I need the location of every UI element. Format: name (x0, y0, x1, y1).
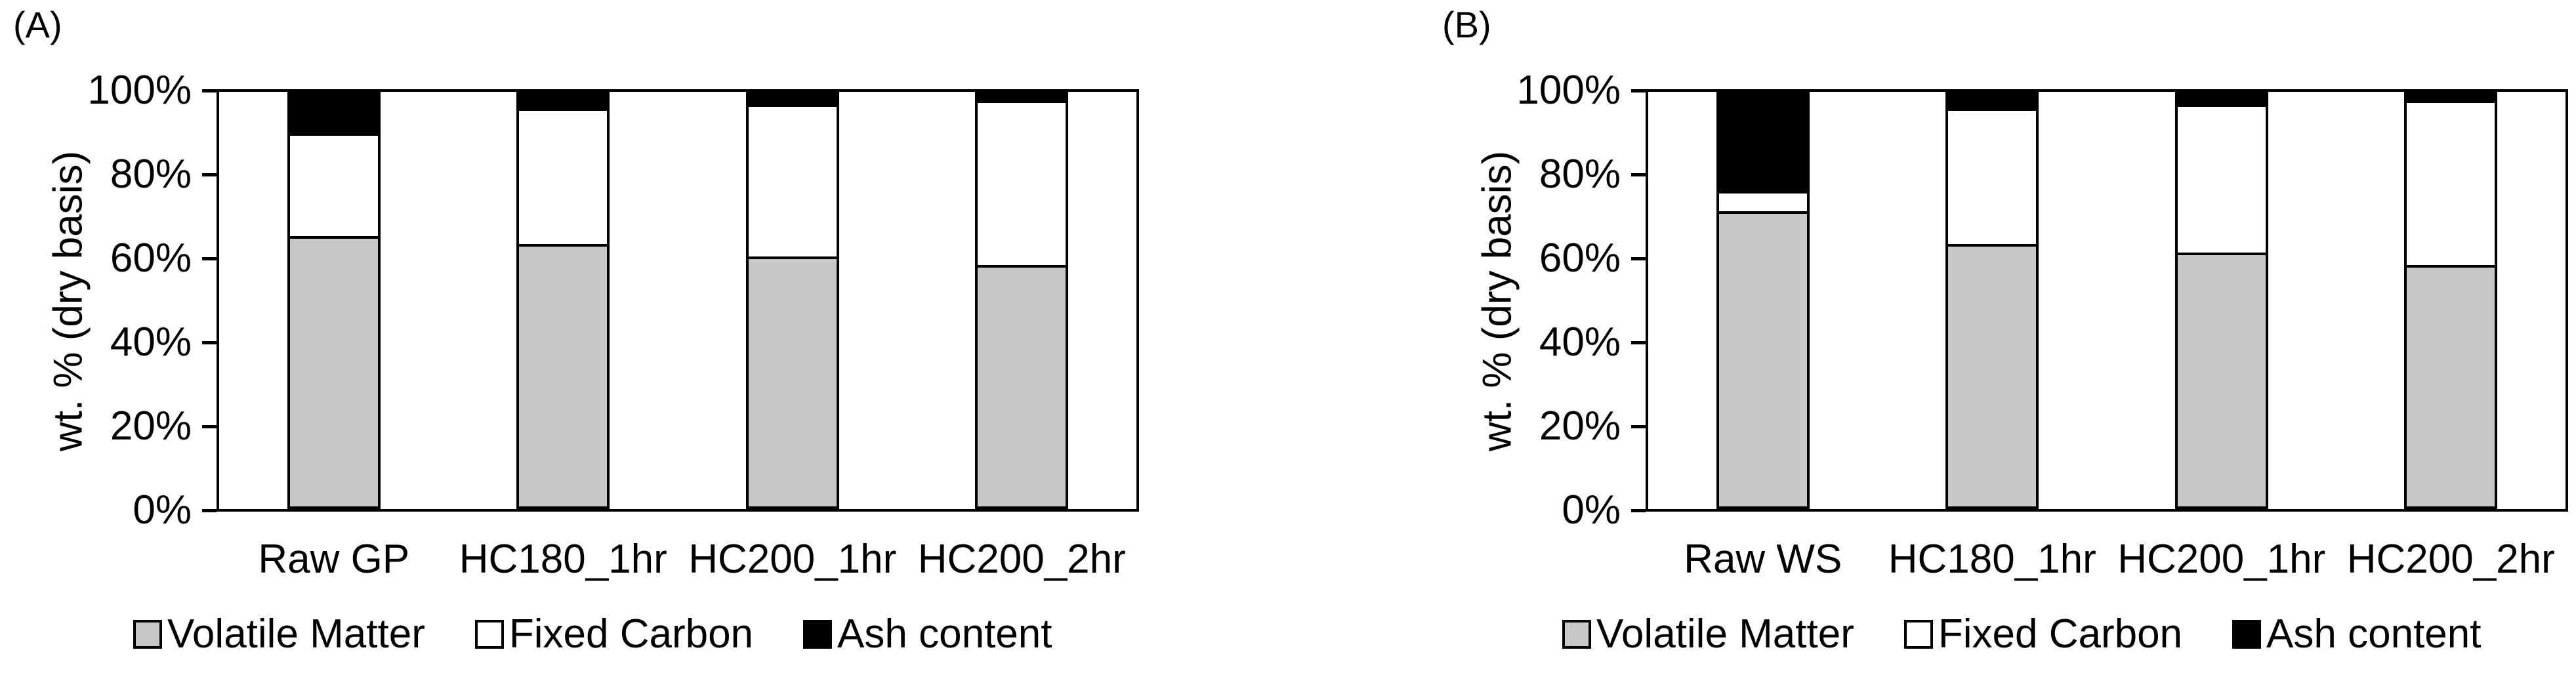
bar-segment-volatile-matter (2177, 255, 2266, 506)
bar-segment-volatile-matter (748, 259, 837, 506)
bar-segment-fixed-carbon (1718, 193, 1807, 214)
y-tick-label: 0% (1562, 487, 1621, 533)
legend-label: Ash content (837, 611, 1052, 657)
bar-segment-volatile-matter (1718, 214, 1807, 506)
x-category-label: HC200_1hr (688, 537, 897, 582)
y-tick-mark (202, 508, 217, 512)
x-category-label: HC200_1hr (2117, 537, 2326, 582)
x-category-label: Raw WS (1684, 537, 1842, 582)
bar-segment-volatile-matter (978, 267, 1066, 506)
y-tick-label: 20% (110, 403, 192, 449)
bar-segment-volatile-matter (1948, 247, 2037, 506)
panel-a-label: (A) (13, 4, 62, 45)
bar-segment-ash-content (2407, 94, 2495, 103)
legend-swatch-icon (2232, 620, 2262, 649)
panel-b-legend: Volatile Matter Fixed Carbon Ash content (1562, 611, 2481, 657)
panel-b: (B) wt. % (dry basis) Volatile Matter Fix… (1429, 0, 2576, 673)
x-category-label: HC180_1hr (459, 537, 667, 582)
bar-segment-ash-content (748, 94, 837, 107)
x-category-label: HC200_2hr (2346, 537, 2555, 582)
bar-segment-ash-content (2177, 94, 2266, 107)
stacked-bar-hc180-1hr (1945, 92, 2039, 509)
legend-label: Volatile Matter (167, 611, 425, 657)
bar-segment-fixed-carbon (2407, 102, 2495, 268)
legend-label: Volatile Matter (1596, 611, 1854, 657)
stacked-bar-raw-gp (287, 92, 381, 509)
y-tick-mark (1631, 256, 1646, 260)
y-tick-label: 20% (1539, 403, 1621, 449)
bar-segment-ash-content (519, 94, 608, 112)
legend-swatch-icon (1903, 620, 1933, 649)
x-category-label: HC180_1hr (1888, 537, 2096, 582)
bar-segment-fixed-carbon (748, 106, 837, 260)
legend-item-fixed-carbon: Fixed Carbon (474, 611, 754, 657)
stacked-bar-hc200-1hr (745, 92, 839, 509)
y-tick-label: 100% (87, 68, 192, 113)
y-tick-label: 100% (1516, 68, 1621, 113)
y-tick-label: 80% (1539, 152, 1621, 197)
y-tick-mark (202, 340, 217, 344)
panel-a: (A) wt. % (dry basis) Volatile Matter Fix… (0, 0, 1147, 673)
bar-segment-fixed-carbon (1948, 111, 2037, 247)
panel-a-legend: Volatile Matter Fixed Carbon Ash content (133, 611, 1052, 657)
x-category-label: Raw GP (258, 537, 410, 582)
panel-b-plot-area (1646, 89, 2568, 512)
bar-segment-volatile-matter (2407, 267, 2495, 506)
bar-segment-ash-content (1948, 94, 2037, 112)
y-tick-mark (1631, 89, 1646, 92)
legend-item-fixed-carbon: Fixed Carbon (1903, 611, 2183, 657)
bar-segment-fixed-carbon (2177, 106, 2266, 255)
legend-swatch-icon (803, 620, 833, 649)
y-tick-label: 60% (1539, 235, 1621, 281)
bar-segment-ash-content (1718, 94, 1807, 194)
legend-item-volatile-matter: Volatile Matter (133, 611, 425, 657)
legend-item-ash-content: Ash content (2232, 611, 2481, 657)
y-tick-mark (1631, 173, 1646, 176)
bar-segment-ash-content (978, 94, 1066, 103)
y-tick-mark (1631, 340, 1646, 344)
y-tick-mark (1631, 424, 1646, 428)
stacked-bar-hc180-1hr (516, 92, 610, 509)
stacked-bar-hc200-2hr (2404, 92, 2498, 509)
y-tick-label: 60% (110, 235, 192, 281)
y-tick-mark (202, 173, 217, 176)
legend-label: Fixed Carbon (509, 611, 754, 657)
y-tick-mark (1631, 508, 1646, 512)
panel-b-label: (B) (1442, 4, 1491, 45)
legend-swatch-icon (1562, 620, 1591, 649)
legend-item-volatile-matter: Volatile Matter (1562, 611, 1854, 657)
y-tick-mark (202, 256, 217, 260)
y-tick-label: 80% (110, 152, 192, 197)
x-category-label: HC200_2hr (917, 537, 1126, 582)
legend-swatch-icon (133, 620, 162, 649)
y-tick-label: 0% (133, 487, 192, 533)
bar-segment-fixed-carbon (978, 102, 1066, 268)
panel-a-plot-area (217, 89, 1139, 512)
stacked-bar-raw-ws (1716, 92, 1810, 509)
bar-segment-volatile-matter (519, 247, 608, 506)
bar-segment-volatile-matter (289, 238, 378, 506)
y-tick-label: 40% (1539, 319, 1621, 365)
y-tick-mark (202, 89, 217, 92)
bar-segment-fixed-carbon (519, 111, 608, 247)
legend-label: Ash content (2266, 611, 2482, 657)
legend-swatch-icon (474, 620, 504, 649)
y-tick-mark (202, 424, 217, 428)
stacked-bar-hc200-1hr (2174, 92, 2268, 509)
stacked-bar-hc200-2hr (975, 92, 1069, 509)
legend-item-ash-content: Ash content (803, 611, 1052, 657)
y-tick-label: 40% (110, 319, 192, 365)
bar-segment-fixed-carbon (289, 135, 378, 239)
legend-label: Fixed Carbon (1938, 611, 2183, 657)
bar-segment-ash-content (289, 94, 378, 136)
